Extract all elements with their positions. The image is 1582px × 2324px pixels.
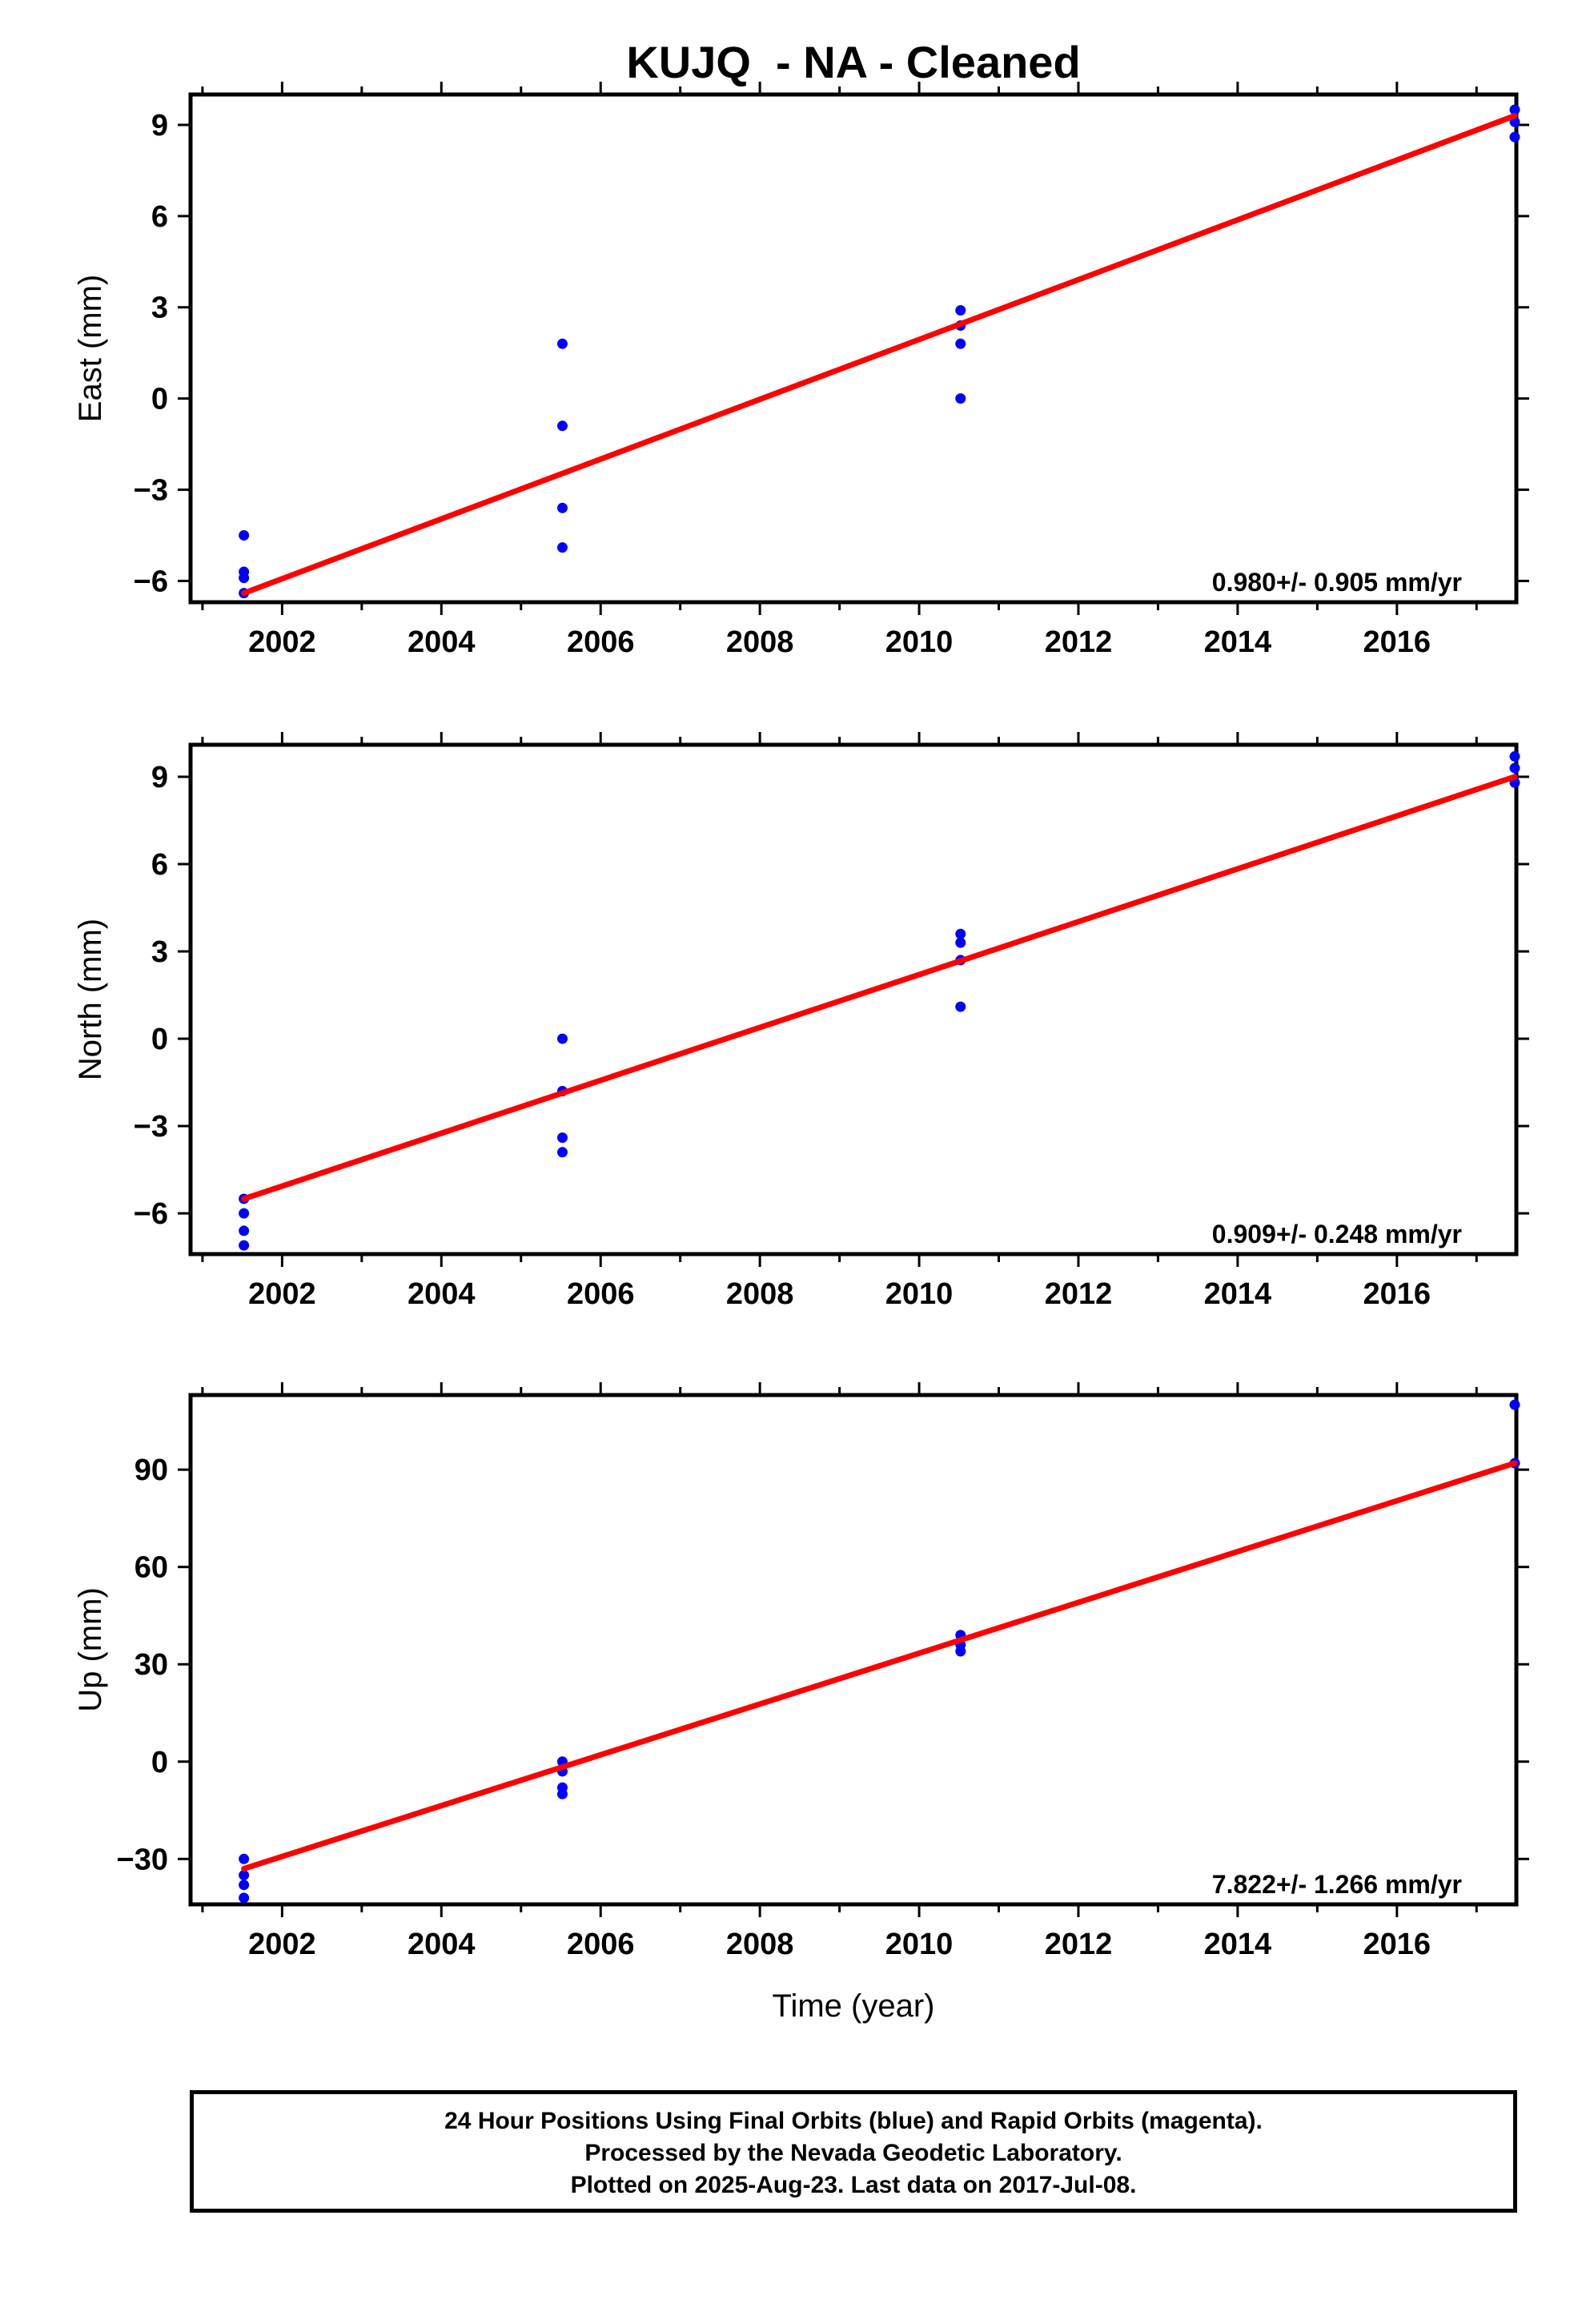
fit-line xyxy=(241,1460,1518,1872)
data-point xyxy=(556,1147,568,1158)
y-tick-label: 6 xyxy=(151,848,168,882)
x-axis-label: Time (year) xyxy=(773,1988,935,2024)
x-tick-label: 2006 xyxy=(567,1277,635,1311)
data-point xyxy=(1509,762,1520,774)
y-tick-label: 3 xyxy=(151,935,168,969)
data-point xyxy=(955,937,966,948)
x-tick-label: 2004 xyxy=(408,1277,476,1311)
x-tick-label: 2014 xyxy=(1204,625,1272,659)
y-tick-label: −3 xyxy=(134,1110,168,1144)
data-point xyxy=(239,1240,250,1251)
x-tick-label: 2006 xyxy=(567,1928,635,1961)
rate-label: 7.822+/- 1.266 mm/yr xyxy=(1212,1870,1462,1899)
y-tick-label: 30 xyxy=(135,1648,168,1682)
caption-line-1: 24 Hour Positions Using Final Orbits (bl… xyxy=(444,2108,1263,2134)
data-point xyxy=(239,529,250,541)
y-tick-label: 9 xyxy=(151,761,168,794)
x-tick-label: 2012 xyxy=(1045,1928,1113,1961)
y-tick-label: 60 xyxy=(135,1551,168,1585)
data-point xyxy=(556,542,568,553)
data-point xyxy=(239,1853,250,1864)
data-point xyxy=(955,1001,966,1012)
y-tick-label: 0 xyxy=(151,383,168,416)
up-panel: 2002 2004 2006 2008 2010 2012 2014 2016 −30 0 30 60… xyxy=(73,1382,1529,1961)
x-tick-label: 2016 xyxy=(1363,625,1431,659)
y-tick-label: 3 xyxy=(151,292,168,325)
data-point xyxy=(556,338,568,349)
data-point xyxy=(1509,131,1520,143)
data-point xyxy=(1509,1399,1520,1410)
data-point xyxy=(239,1892,250,1904)
fit-line xyxy=(241,774,1518,1202)
y-axis-label: North (mm) xyxy=(73,919,108,1080)
y-axis-label: East (mm) xyxy=(73,275,108,422)
rate-label: 0.980+/- 0.905 mm/yr xyxy=(1212,568,1462,597)
x-tick-label: 2008 xyxy=(726,1928,794,1961)
data-point xyxy=(955,928,966,939)
up-plot-frame xyxy=(188,1393,1519,1907)
x-tick-label: 2006 xyxy=(567,625,635,659)
data-point xyxy=(955,393,966,404)
caption-box: 24 Hour Positions Using Final Orbits (bl… xyxy=(190,2090,1517,2213)
data-point xyxy=(1509,751,1520,762)
x-tick-label: 2004 xyxy=(408,625,476,659)
x-tick-label: 2002 xyxy=(248,1277,316,1311)
data-point xyxy=(556,502,568,513)
north-plot-frame xyxy=(188,742,1519,1256)
x-tick-label: 2016 xyxy=(1363,1277,1431,1311)
x-tick-label: 2012 xyxy=(1045,625,1113,659)
data-point xyxy=(556,1033,568,1044)
x-tick-label: 2010 xyxy=(885,1928,954,1961)
data-point xyxy=(556,1788,568,1799)
data-point xyxy=(239,1880,250,1891)
x-tick-label: 2014 xyxy=(1204,1928,1272,1961)
figure-title: KUJQ - NA - Cleaned xyxy=(626,37,1080,87)
fit-line xyxy=(241,113,1518,597)
y-tick-label: 0 xyxy=(151,1746,168,1779)
x-tick-label: 2002 xyxy=(248,1928,316,1961)
data-point xyxy=(239,1208,250,1219)
caption-line-3: Plotted on 2025-Aug-23. Last data on 201… xyxy=(570,2172,1137,2198)
x-tick-label: 2004 xyxy=(408,1928,476,1961)
y-tick-label: 0 xyxy=(151,1023,168,1056)
data-point xyxy=(556,1132,568,1144)
east-panel: 2002 2004 2006 2008 2010 2012 2014 2016 −6 −3 0 3 6 9… xyxy=(73,82,1529,659)
x-tick-label: 2008 xyxy=(726,1277,794,1311)
y-axis-label: Up (mm) xyxy=(73,1587,108,1712)
rate-label: 0.909+/- 0.248 mm/yr xyxy=(1212,1220,1462,1248)
x-tick-label: 2010 xyxy=(885,1277,954,1311)
data-point xyxy=(239,1225,250,1236)
data-point xyxy=(955,305,966,316)
north-panel: 2002 2004 2006 2008 2010 2012 2014 2016 −6 −3 0 3 6 9… xyxy=(73,732,1529,1311)
x-tick-label: 2012 xyxy=(1045,1277,1113,1311)
y-tick-label: −30 xyxy=(117,1843,168,1876)
y-tick-label: 6 xyxy=(151,200,168,234)
y-tick-label: 90 xyxy=(135,1454,168,1487)
data-point xyxy=(239,1870,250,1881)
x-tick-label: 2008 xyxy=(726,625,794,659)
y-tick-label: −6 xyxy=(134,565,168,598)
data-point xyxy=(239,573,250,584)
y-tick-label: −6 xyxy=(134,1197,168,1231)
x-tick-label: 2010 xyxy=(885,625,954,659)
east-plot-frame xyxy=(188,92,1519,605)
x-tick-label: 2002 xyxy=(248,625,316,659)
x-tick-label: 2016 xyxy=(1363,1928,1431,1961)
y-tick-label: 9 xyxy=(151,109,168,143)
caption-line-2: Processed by the Nevada Geodetic Laborat… xyxy=(584,2140,1122,2166)
x-tick-label: 2014 xyxy=(1204,1277,1272,1311)
y-tick-label: −3 xyxy=(134,474,168,508)
data-point xyxy=(1509,104,1520,115)
data-point xyxy=(556,420,568,432)
data-point xyxy=(955,338,966,349)
data-point xyxy=(955,1646,966,1657)
